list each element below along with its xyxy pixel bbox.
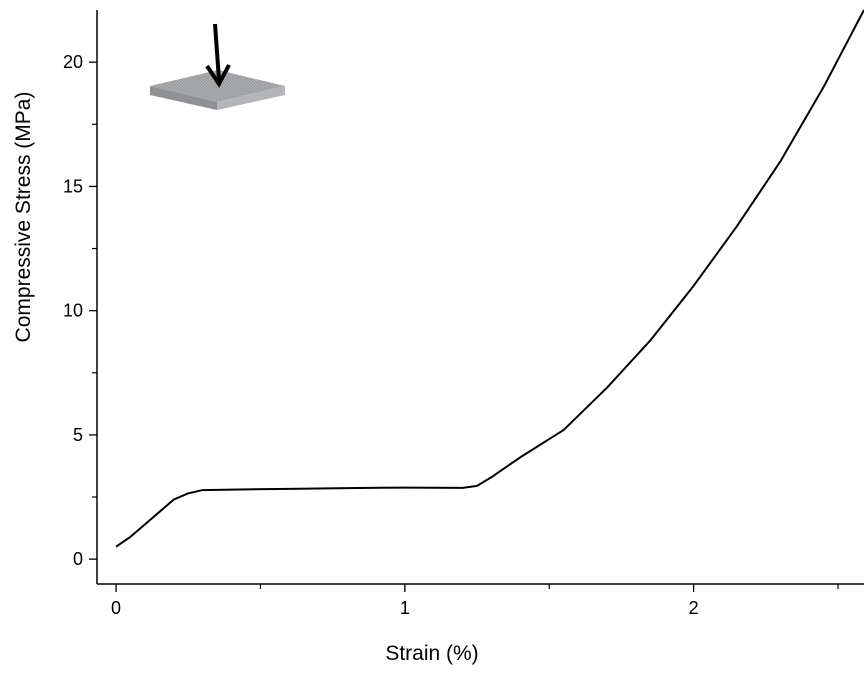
plate-side — [217, 86, 285, 110]
x-tick-label: 1 — [400, 598, 410, 618]
inset-sample — [150, 23, 285, 110]
y-tick-label: 15 — [63, 176, 83, 196]
load-arrow — [213, 23, 221, 81]
y-tick-label: 10 — [63, 301, 83, 321]
y-tick-label: 5 — [73, 425, 83, 445]
x-tick-label: 2 — [689, 598, 699, 618]
y-axis-label: Compressive Stress (MPa) — [12, 92, 35, 343]
y-tick-label: 0 — [73, 549, 83, 569]
data-line — [115, 9, 864, 548]
x-axis-label: Strain (%) — [385, 642, 478, 665]
plate-side — [150, 86, 217, 110]
load-arrow-head — [205, 64, 231, 88]
x-tick-label: 0 — [111, 598, 121, 618]
plate-top — [150, 70, 285, 102]
y-tick-label: 20 — [63, 52, 83, 72]
